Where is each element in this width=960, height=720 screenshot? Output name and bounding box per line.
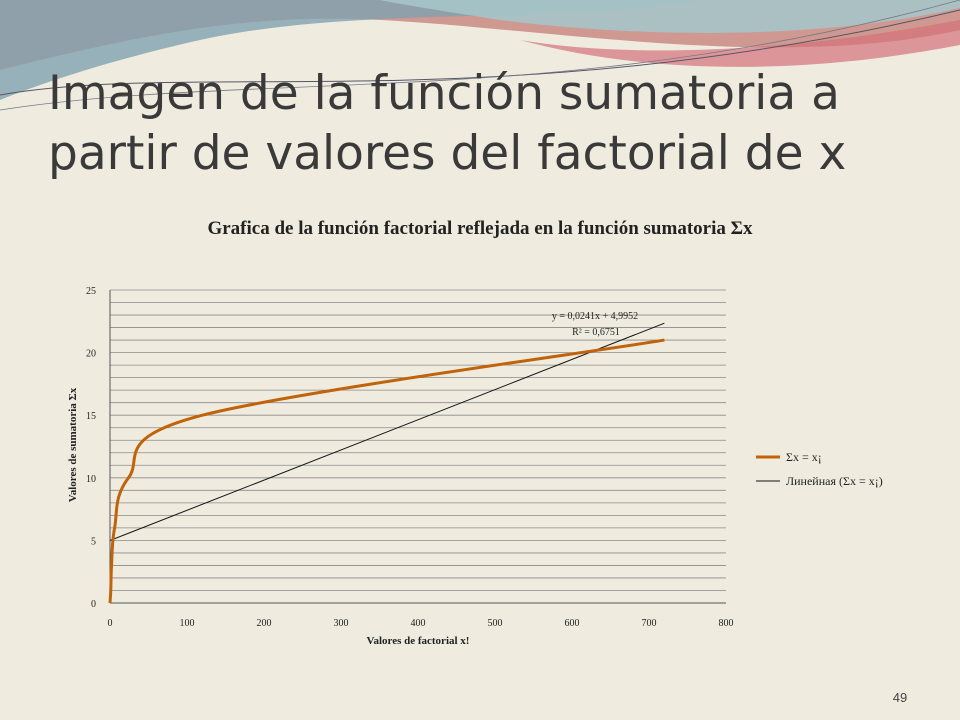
trendline [109, 322, 665, 541]
wave-band-pink [520, 20, 960, 67]
y-axis-label: Valores de sumatoria Σx [67, 387, 79, 502]
y-tick-label: 20 [86, 349, 96, 360]
wave-line-2 [0, 0, 960, 111]
x-tick-label: 700 [642, 618, 657, 629]
series-group [108, 338, 665, 604]
legend-trendline-label: Линейная (Σx = x¡) [786, 474, 883, 488]
slide-title: Imagen de la función sumatoria a partir … [48, 66, 847, 181]
chart-title: Grafica de la función factorial reflejad… [207, 218, 753, 239]
y-tick-label: 15 [86, 411, 96, 422]
axes [109, 290, 726, 604]
x-tick-label: 200 [257, 618, 272, 629]
x-tick-label: 0 [108, 618, 113, 629]
x-tick-label: 600 [565, 618, 580, 629]
trendline-equation: y = 0,0241x + 4,9952 [552, 311, 638, 322]
x-axis-label: Valores de factorial x! [367, 635, 470, 647]
legend: Σx = x¡ Линейная (Σx = x¡) [756, 450, 883, 488]
wave-line-1 [0, 9, 960, 96]
x-tick-label: 300 [334, 618, 349, 629]
y-tick-label: 10 [86, 474, 96, 485]
x-tick-label: 100 [180, 618, 195, 629]
x-tick-label: 400 [411, 618, 426, 629]
decorative-wave-banner [0, 0, 960, 111]
y-tick-label: 0 [91, 599, 96, 610]
wave-band-light [380, 0, 960, 33]
wave-band-blue [0, 0, 700, 100]
page-number: 49 [892, 690, 908, 705]
y-tick-label: 5 [91, 536, 96, 547]
x-tick-labels: 0 100 200 300 400 500 600 700 800 [108, 618, 734, 629]
grid-lines [110, 289, 726, 604]
x-tick-label: 500 [488, 618, 503, 629]
x-tick-label: 800 [719, 618, 734, 629]
y-tick-labels: 0 5 10 15 20 25 [86, 286, 96, 610]
trendline-r-squared: R² = 0,6751 [572, 327, 620, 338]
series-line [108, 338, 665, 604]
trendline-group [109, 322, 665, 541]
y-tick-label: 25 [86, 286, 96, 297]
legend-series-label: Σx = x¡ [786, 450, 822, 464]
